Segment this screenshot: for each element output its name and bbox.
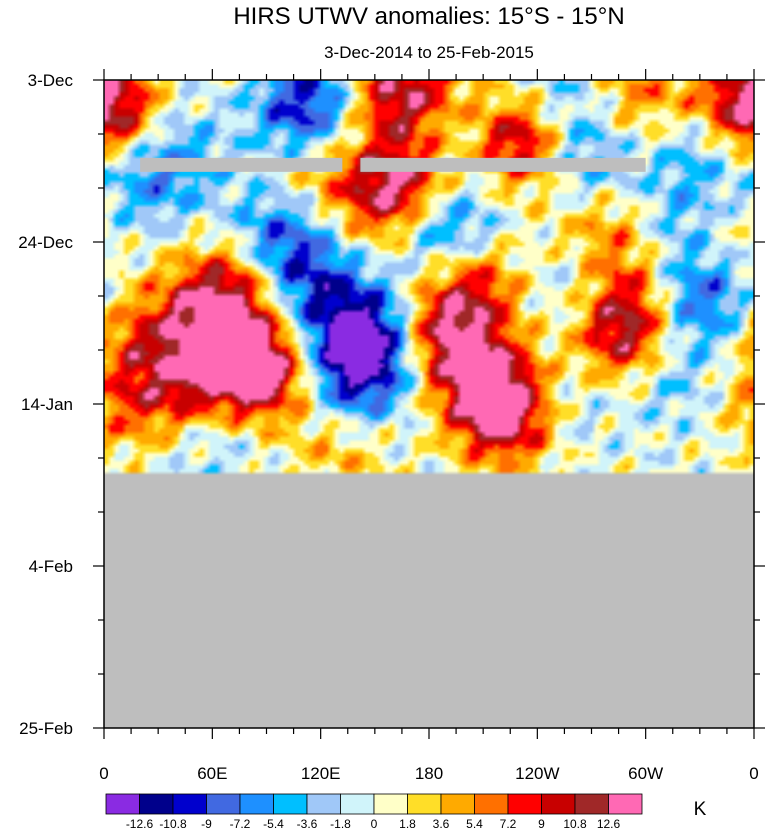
- colorbar-label: 9: [538, 817, 545, 830]
- colorbar-label: -12.6: [126, 817, 154, 830]
- colorbar-label: -5.4: [263, 817, 284, 830]
- x-tick-label: 60E: [197, 764, 227, 783]
- colorbar-swatch: [574, 793, 609, 815]
- colorbar-label: 1.8: [399, 817, 416, 830]
- colorbar-swatch: [608, 793, 643, 815]
- colorbar-swatch: [206, 793, 241, 815]
- colorbar-swatch: [507, 793, 542, 815]
- colorbar-swatch: [239, 793, 274, 815]
- colorbar-label: -7.2: [230, 817, 251, 830]
- missing-segment-2: [360, 157, 646, 172]
- colorbar-label: -10.8: [159, 817, 187, 830]
- colorbar-label: 5.4: [466, 817, 483, 830]
- plot-area: [104, 80, 754, 728]
- colorbar-swatch: [105, 793, 140, 815]
- colorbar-swatch: [373, 793, 408, 815]
- colorbar-swatch: [407, 793, 442, 815]
- chart-title: HIRS UTWV anomalies: 15°S - 15°N: [233, 3, 624, 30]
- y-tick-label: 3-Dec: [28, 71, 74, 90]
- colorbar-swatch: [139, 793, 174, 815]
- axis-ticks: [93, 69, 765, 739]
- colorbar-swatch: [273, 793, 308, 815]
- colorbar-label: -9: [201, 817, 212, 830]
- x-axis: 0 60E 120E 180 120W 60W 0: [99, 764, 758, 783]
- x-tick-label: 180: [415, 764, 443, 783]
- colorbar-label: -3.6: [297, 817, 318, 830]
- colorbar-swatch: [172, 793, 207, 815]
- anomaly-field: [104, 80, 754, 728]
- colorbar-swatch: [474, 793, 509, 815]
- colorbar-swatch: [340, 793, 375, 815]
- x-tick-label: 0: [99, 764, 108, 783]
- missing-segment-1: [140, 157, 343, 172]
- x-tick-label: 60W: [628, 764, 663, 783]
- colorbar-label: 12.6: [597, 817, 621, 830]
- colorbar: -12.6 -10.8 -9 -7.2 -5.4 -3.6 -1.8 0 1.8 3.6 5.4 7.…: [105, 793, 643, 830]
- x-tick-label: 120E: [301, 764, 341, 783]
- colorbar-label: 3.6: [433, 817, 450, 830]
- colorbar-label: -1.8: [330, 817, 351, 830]
- y-tick-label: 14-Jan: [21, 395, 73, 414]
- x-tick-label: 120W: [515, 764, 559, 783]
- y-tick-label: 25-Feb: [19, 719, 73, 738]
- colorbar-swatch: [541, 793, 576, 815]
- y-tick-label: 4-Feb: [29, 557, 73, 576]
- y-axis: 3-Dec 24-Dec 14-Jan 4-Feb 25-Feb: [18, 71, 73, 738]
- colorbar-label: 10.8: [563, 817, 587, 830]
- plot-frame: [103, 79, 755, 729]
- missing-data-layer: [140, 157, 646, 172]
- colorbar-swatch: [440, 793, 475, 815]
- x-tick-label: 0: [749, 764, 758, 783]
- colorbar-label: 0: [371, 817, 378, 830]
- colorbar-label: 7.2: [500, 817, 517, 830]
- colorbar-unit: K: [694, 799, 707, 820]
- chart-subtitle: 3-Dec-2014 to 25-Feb-2015: [324, 43, 534, 62]
- y-tick-label: 24-Dec: [18, 233, 73, 252]
- colorbar-swatch: [306, 793, 341, 815]
